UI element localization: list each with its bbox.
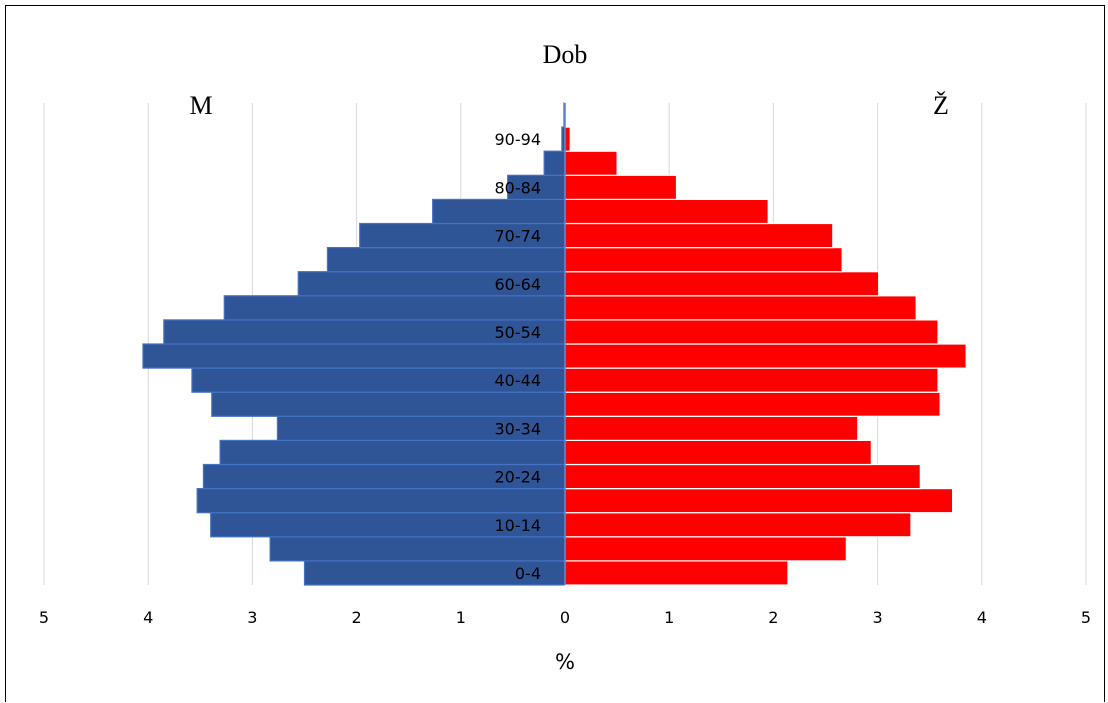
category-label: 30-34 — [495, 419, 542, 438]
bars — [142, 102, 967, 586]
x-tick-label: 4 — [977, 608, 987, 627]
bar-male — [191, 367, 566, 393]
category-label: 0-4 — [515, 564, 541, 583]
x-tick-label: 2 — [352, 608, 362, 627]
category-label: 90-94 — [495, 130, 542, 149]
bar-male — [142, 343, 566, 369]
x-tick-label: 5 — [1081, 608, 1091, 627]
bar-male — [297, 271, 566, 297]
x-tick-label: 1 — [664, 608, 674, 627]
bar-female — [564, 391, 941, 417]
bar-female — [564, 295, 917, 321]
category-label: 60-64 — [495, 275, 542, 294]
bar-male — [543, 150, 566, 176]
bar-male — [163, 319, 566, 345]
bar-male — [303, 560, 566, 586]
male-label: M — [189, 91, 212, 120]
bar-female — [564, 463, 921, 490]
bar-female — [564, 174, 678, 201]
bar-female — [564, 222, 834, 249]
x-tick-label: 2 — [768, 608, 778, 627]
chart-title: Dob — [543, 40, 588, 69]
x-tick-label: 4 — [143, 608, 153, 627]
category-label: 10-14 — [495, 516, 542, 535]
bar-female — [564, 271, 880, 297]
bar-male — [219, 439, 566, 466]
bar-female — [564, 126, 571, 152]
bar-female — [564, 560, 789, 586]
x-tick-label: 3 — [873, 608, 883, 627]
category-label: 80-84 — [495, 178, 542, 197]
x-tick-label: 5 — [39, 608, 49, 627]
bar-male — [507, 174, 566, 201]
x-tick-label: 0 — [560, 608, 570, 627]
bar-male — [432, 198, 566, 225]
bar-female — [564, 488, 954, 514]
x-tick-label: 1 — [456, 608, 466, 627]
bar-male — [211, 391, 566, 417]
bar-female — [564, 247, 843, 273]
bar-male — [326, 247, 566, 273]
category-label: 20-24 — [495, 468, 542, 487]
bar-female — [564, 415, 859, 441]
bar-male — [196, 488, 566, 514]
bar-female — [564, 319, 939, 345]
bar-female — [564, 536, 847, 562]
bar-female — [564, 367, 939, 393]
bar-male — [269, 536, 566, 562]
x-axis-label: % — [555, 650, 575, 674]
x-tick-labels: 5 4 3 2 1 0 1 2 3 4 5 — [39, 608, 1091, 627]
bar-female — [564, 150, 618, 176]
bar-female — [564, 439, 872, 466]
bar-female — [564, 512, 912, 538]
female-label: Ž — [933, 91, 949, 120]
category-label: 70-74 — [495, 227, 542, 246]
bar-male — [223, 295, 566, 321]
x-tick-label: 3 — [247, 608, 257, 627]
bar-female — [564, 343, 967, 369]
category-labels: 0-4 10-14 20-24 30-34 40-44 50-54 60-64 70-74 80… — [495, 130, 542, 583]
category-label: 40-44 — [495, 371, 542, 390]
chart-frame — [5, 5, 1105, 702]
category-label: 50-54 — [495, 323, 542, 342]
bar-female — [564, 198, 769, 225]
